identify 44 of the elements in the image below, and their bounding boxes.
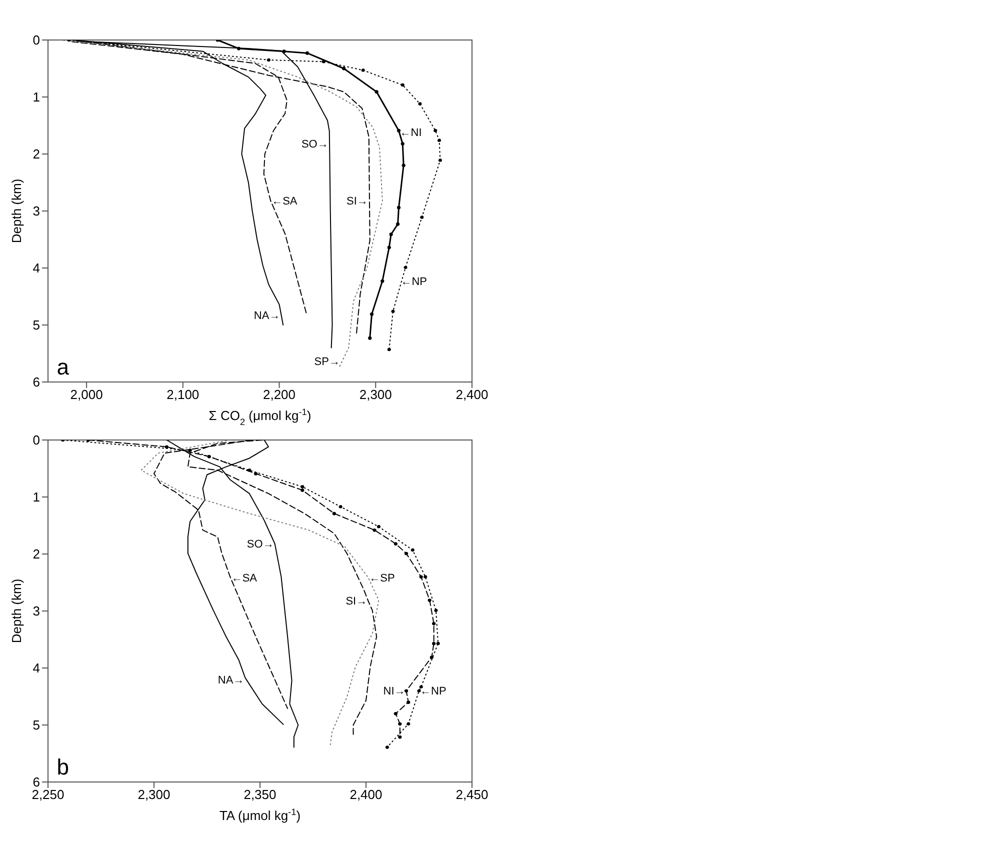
y-tick-label: 2 (32, 546, 40, 562)
y-tick-label: 4 (32, 660, 40, 676)
y-tick-label: 1 (32, 90, 40, 105)
y-axis-title: Depth (km) (9, 178, 24, 244)
annotation: SO→ (246, 538, 274, 551)
x-tick-label: 2,350 (244, 787, 276, 802)
y-tick-label: 0 (32, 432, 40, 448)
y-tick-label: 1 (32, 490, 40, 505)
annotation: SI→ (346, 196, 368, 208)
annotation: ←SP (369, 572, 395, 584)
annotation: ←NP (420, 686, 446, 698)
x-tick-label: 2,400 (456, 387, 488, 402)
y-tick-label: 5 (32, 718, 40, 733)
x-tick-label: 2,300 (138, 787, 170, 802)
y-tick-label: 0 (32, 32, 40, 48)
annotation: ←NP (400, 276, 428, 288)
y-tick-label: 3 (32, 204, 40, 219)
y-tick-label: 6 (32, 774, 40, 790)
y-tick-label: 3 (32, 604, 40, 619)
annotation: ←SA (272, 196, 298, 208)
annotation: ←NI (400, 127, 422, 140)
annotation: NI→ (383, 686, 406, 698)
y-tick-label: 4 (32, 260, 40, 276)
y-tick-label: 6 (32, 374, 40, 390)
x-tick-label: 2,100 (166, 387, 200, 402)
x-tick-label: 2,450 (456, 787, 488, 802)
y-tick-label: 2 (32, 146, 40, 162)
annotation: b (56, 754, 69, 780)
annotation: NA→ (218, 674, 244, 686)
x-tick-label: 2,000 (70, 387, 103, 402)
x-tick-label: 2,200 (263, 387, 296, 402)
annotation: ←SA (231, 572, 258, 584)
x-tick-label: 2,400 (350, 787, 382, 802)
y-tick-label: 5 (32, 318, 40, 333)
x-axis-title: TA (μmol kg$^{-1}$) (219, 807, 301, 823)
annotation: NA→ (254, 310, 280, 322)
y-axis-title: Depth (km) (9, 578, 24, 644)
annotation: SO→ (301, 138, 328, 151)
x-tick-label: 2,250 (32, 787, 64, 802)
annotation: a (56, 354, 70, 380)
annotation: SI→ (346, 596, 368, 608)
x-axis-title: Σ CO$_{2}$ (μmol kg$^{-1}$) (208, 407, 312, 427)
annotation: SP→ (314, 356, 340, 368)
x-tick-label: 2,300 (359, 387, 392, 402)
